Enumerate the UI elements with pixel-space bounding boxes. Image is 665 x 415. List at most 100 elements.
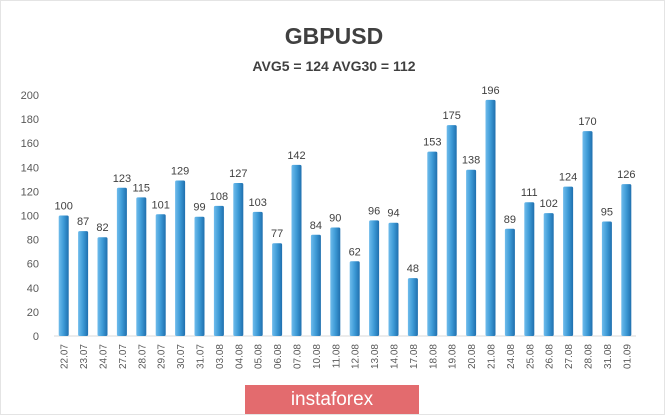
bar: [310, 234, 321, 336]
x-tick-label: 28.07: [137, 344, 148, 369]
data-label: 111: [521, 187, 538, 199]
data-label: 138: [462, 155, 480, 167]
chart-subtitle: AVG5 = 124 AVG30 = 112: [252, 58, 415, 74]
x-tick-label: 13.08: [370, 344, 381, 369]
bar: [175, 180, 186, 336]
bar: [446, 125, 457, 336]
data-label: 123: [113, 173, 131, 185]
data-label: 196: [481, 85, 499, 97]
data-label: 115: [133, 182, 151, 194]
x-tick-label: 23.07: [79, 344, 90, 369]
data-label: 62: [349, 246, 361, 258]
data-label: 142: [287, 150, 305, 162]
bar: [330, 227, 341, 336]
x-tick-label: 04.08: [234, 344, 245, 369]
y-tick-label: 200: [21, 90, 39, 102]
bar: [233, 182, 244, 336]
data-label: 96: [368, 205, 380, 217]
bar: [272, 243, 283, 336]
data-label: 90: [329, 213, 341, 225]
bar: [485, 99, 496, 336]
bar: [97, 237, 108, 336]
data-label: 102: [540, 198, 558, 210]
x-tick-label: 07.08: [293, 344, 304, 369]
y-tick-label: 180: [21, 114, 39, 126]
bar: [582, 131, 593, 336]
bar: [155, 214, 166, 336]
bar: [136, 197, 147, 336]
data-label: 129: [171, 166, 189, 178]
x-tick-label: 21.08: [487, 344, 498, 369]
x-tick-label: 24.07: [99, 344, 110, 369]
y-tick-label: 60: [27, 259, 39, 271]
x-tick-label: 22.07: [60, 344, 71, 369]
x-tick-label: 17.08: [409, 344, 420, 369]
x-tick-label: 27.08: [564, 344, 575, 369]
bar: [58, 215, 69, 336]
chart-title: GBPUSD: [285, 23, 383, 49]
data-label: 77: [271, 228, 283, 240]
data-label: 127: [229, 168, 247, 180]
bar: [524, 202, 535, 336]
y-tick-label: 120: [21, 186, 39, 198]
data-label: 48: [407, 263, 419, 275]
y-tick-label: 40: [27, 283, 39, 295]
x-tick-label: 10.08: [312, 344, 323, 369]
data-label: 124: [559, 172, 577, 184]
x-tick-label: 31.08: [603, 344, 614, 369]
x-tick-label: 05.08: [254, 344, 265, 369]
x-tick-label: 03.08: [215, 344, 226, 369]
bar: [78, 231, 89, 336]
x-tick-label: 30.07: [176, 344, 187, 369]
y-tick-label: 0: [33, 331, 39, 343]
x-tick-label: 01.09: [622, 344, 633, 369]
data-label: 94: [387, 208, 399, 220]
data-label: 87: [77, 216, 89, 228]
x-tick-label: 06.08: [273, 344, 284, 369]
data-label: 100: [55, 201, 73, 213]
x-tick-label: 28.08: [584, 344, 595, 369]
y-tick-label: 140: [21, 162, 39, 174]
data-label: 170: [578, 116, 596, 128]
bar: [543, 213, 554, 336]
bar: [388, 222, 399, 336]
x-tick-label: 14.08: [390, 344, 401, 369]
x-tick-label: 27.07: [118, 344, 129, 369]
x-tick-label: 24.08: [506, 344, 517, 369]
bar: [601, 221, 612, 336]
data-label: 95: [601, 207, 613, 219]
bar: [427, 151, 438, 336]
data-label: 126: [617, 169, 635, 181]
bar: [621, 184, 632, 336]
bar: [291, 164, 302, 336]
x-tick-label: 11.08: [331, 344, 342, 369]
x-tick-label: 20.08: [467, 344, 478, 369]
bar: [504, 228, 515, 336]
x-tick-label: 19.08: [448, 344, 459, 369]
bar: [194, 216, 205, 336]
bar: [349, 261, 360, 336]
instaforex-watermark: instaforex: [245, 385, 419, 414]
bar: [407, 278, 418, 336]
data-label: 175: [443, 110, 461, 122]
data-label: 101: [152, 199, 170, 211]
bar: [369, 220, 380, 336]
bar: [213, 205, 224, 336]
x-tick-label: 25.08: [525, 344, 536, 369]
data-label: 108: [210, 191, 228, 203]
data-label: 99: [193, 202, 205, 214]
y-tick-label: 100: [21, 211, 39, 223]
data-label: 103: [249, 197, 267, 209]
data-label: 89: [504, 214, 516, 226]
data-label: 153: [423, 137, 441, 149]
y-tick-label: 20: [27, 307, 39, 319]
y-tick-label: 160: [21, 138, 39, 150]
bar: [252, 211, 263, 336]
bar: [563, 186, 574, 336]
bar: [466, 169, 477, 336]
x-tick-label: 31.07: [196, 344, 207, 369]
data-label: 84: [310, 220, 322, 232]
x-tick-label: 29.07: [157, 344, 168, 369]
